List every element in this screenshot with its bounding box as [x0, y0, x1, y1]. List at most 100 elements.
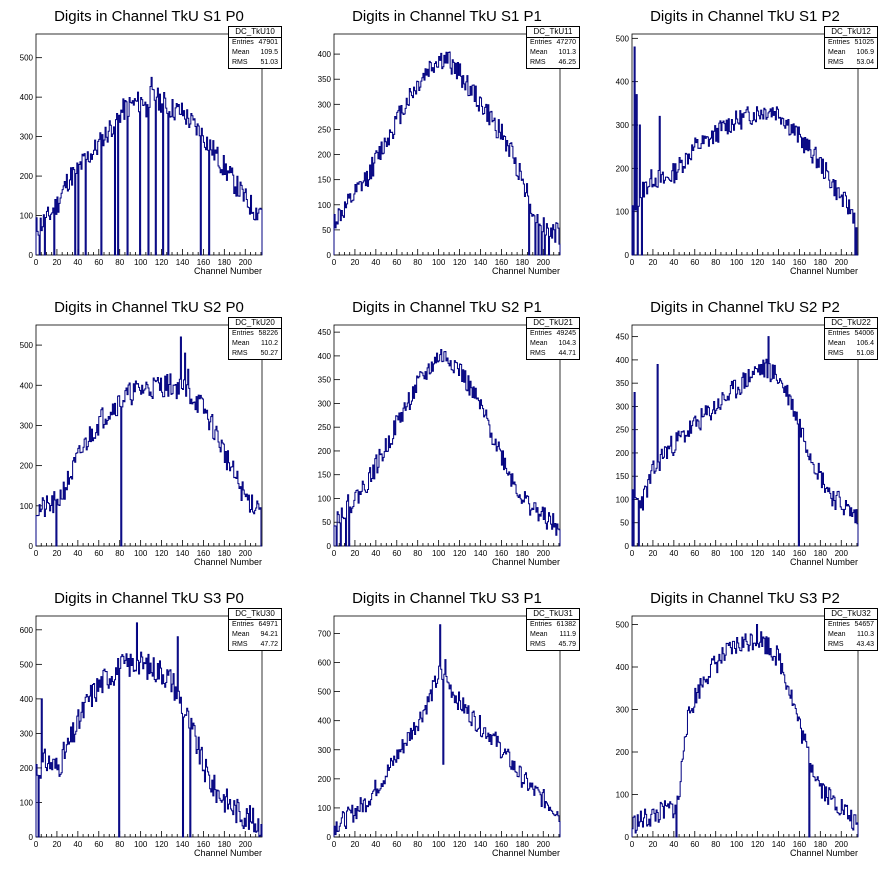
stats-histogram-name: DC_TkU11 — [527, 27, 579, 38]
y-tick-label: 400 — [20, 93, 34, 102]
stats-box: DC_TkU31 Entries 61382 Mean 111.9 RMS 45.79 — [526, 608, 580, 651]
histogram-plot: 0 50 100 150 200 250 300 350 400 0 20 40 60 80 100 120 1… — [318, 33, 561, 267]
x-tick-label: 140 — [474, 840, 488, 849]
stats-label: RMS — [232, 641, 248, 648]
y-tick-label: 300 — [20, 133, 34, 142]
x-tick-label: 80 — [711, 840, 720, 849]
x-tick-label: 160 — [495, 840, 509, 849]
x-tick-label: 180 — [516, 549, 530, 558]
x-tick-label: 160 — [197, 258, 211, 267]
x-tick-label: 140 — [176, 258, 190, 267]
y-tick-label: 400 — [616, 356, 630, 365]
x-tick-label: 100 — [730, 840, 744, 849]
stats-value: 54006 — [854, 330, 874, 337]
chart-title: Digits in Channel TkU S1 P0 — [54, 8, 244, 25]
x-tick-label: 0 — [630, 258, 635, 267]
stats-box: DC_TkU11 Entries 47270 Mean 101.3 RMS 46.25 — [526, 26, 580, 69]
y-tick-label: 50 — [322, 518, 331, 527]
stats-row-rms: RMS 53.04 — [825, 58, 877, 68]
x-tick-label: 20 — [648, 840, 657, 849]
chart-title: Digits in Channel TkU S3 P0 — [54, 590, 244, 607]
x-tick-label: 60 — [94, 549, 103, 558]
x-tick-label: 180 — [814, 258, 828, 267]
x-tick-label: 200 — [537, 549, 551, 558]
y-tick-label: 500 — [616, 621, 630, 630]
y-tick-label: 0 — [625, 251, 630, 260]
stats-value: 46.25 — [558, 59, 576, 66]
x-tick-label: 140 — [474, 258, 488, 267]
x-tick-label: 40 — [371, 258, 380, 267]
histogram-series — [333, 51, 561, 256]
x-tick-label: 20 — [350, 258, 359, 267]
stats-value: 58226 — [258, 330, 278, 337]
plot-frame — [631, 615, 859, 838]
x-tick-label: 100 — [134, 549, 148, 558]
x-tick-label: 200 — [835, 258, 849, 267]
stats-label: RMS — [232, 59, 248, 66]
y-tick-label: 300 — [318, 100, 332, 109]
stats-value: 47901 — [258, 39, 278, 46]
x-tick-label: 160 — [495, 549, 509, 558]
y-tick-label: 600 — [20, 626, 34, 635]
stats-value: 106.4 — [856, 340, 874, 347]
chart-title: Digits in Channel TkU S2 P2 — [650, 299, 840, 316]
y-tick-label: 350 — [318, 75, 332, 84]
y-tick-label: 500 — [20, 660, 34, 669]
stats-value: 110.2 — [261, 340, 278, 347]
y-tick-label: 100 — [20, 212, 34, 221]
chart-title: Digits in Channel TkU S2 P1 — [352, 299, 542, 316]
y-tick-label: 300 — [616, 121, 630, 130]
x-tick-label: 160 — [197, 549, 211, 558]
stats-value: 109.5 — [260, 49, 278, 56]
stats-row-entries: Entries 64971 — [229, 620, 281, 630]
x-tick-label: 180 — [814, 840, 828, 849]
x-tick-label: 100 — [432, 549, 446, 558]
x-tick-label: 200 — [239, 840, 253, 849]
y-tick-label: 0 — [29, 251, 34, 260]
stats-value: 47270 — [556, 39, 576, 46]
x-tick-label: 180 — [218, 258, 232, 267]
y-tick-label: 100 — [20, 798, 34, 807]
y-tick-label: 150 — [318, 176, 332, 185]
x-tick-label: 180 — [516, 258, 530, 267]
stats-row-rms: RMS 51.03 — [229, 58, 281, 68]
stats-value: 53.04 — [856, 59, 874, 66]
plot-frame — [333, 33, 561, 256]
y-tick-label: 500 — [616, 34, 630, 43]
stats-box: DC_TkU12 Entries 51025 Mean 106.9 RMS 53.04 — [824, 26, 878, 69]
stats-row-entries: Entries 58226 — [229, 329, 281, 339]
x-tick-label: 40 — [371, 549, 380, 558]
x-tick-label: 40 — [669, 549, 678, 558]
x-axis-label: Channel Number — [789, 848, 858, 858]
x-tick-label: 120 — [751, 840, 765, 849]
stats-label: Mean — [232, 340, 250, 347]
x-tick-label: 160 — [793, 258, 807, 267]
y-tick-label: 100 — [318, 804, 332, 813]
histogram-panel: Digits in Channel TkU S1 P0 0 100 200 300 400… — [0, 0, 298, 291]
x-tick-label: 140 — [176, 840, 190, 849]
x-tick-label: 100 — [730, 549, 744, 558]
y-tick-label: 200 — [318, 447, 332, 456]
x-tick-label: 80 — [115, 549, 124, 558]
y-tick-label: 100 — [616, 791, 630, 800]
histogram-plot: 0 100 200 300 400 500 600 700 0 20 40 60 80 100 120 140… — [318, 615, 561, 849]
x-axis-label: Channel Number — [491, 848, 560, 858]
stats-label: Mean — [530, 340, 548, 347]
stats-row-rms: RMS 43.43 — [825, 640, 877, 650]
x-tick-label: 120 — [155, 258, 169, 267]
x-tick-label: 120 — [155, 840, 169, 849]
x-tick-label: 0 — [630, 840, 635, 849]
x-tick-label: 40 — [73, 258, 82, 267]
stats-value: 111.9 — [559, 631, 576, 638]
x-tick-label: 20 — [350, 840, 359, 849]
stats-box: DC_TkU22 Entries 54006 Mean 106.4 RMS 51.08 — [824, 317, 878, 360]
x-tick-label: 160 — [495, 258, 509, 267]
y-tick-label: 100 — [318, 201, 332, 210]
plot-frame — [631, 33, 859, 256]
x-tick-label: 60 — [94, 258, 103, 267]
stats-value: 54657 — [854, 621, 874, 628]
stats-box: DC_TkU10 Entries 47901 Mean 109.5 RMS 51.03 — [228, 26, 282, 69]
stats-value: 101.3 — [558, 49, 576, 56]
stats-row-entries: Entries 47901 — [229, 38, 281, 48]
histogram-series — [333, 349, 561, 547]
